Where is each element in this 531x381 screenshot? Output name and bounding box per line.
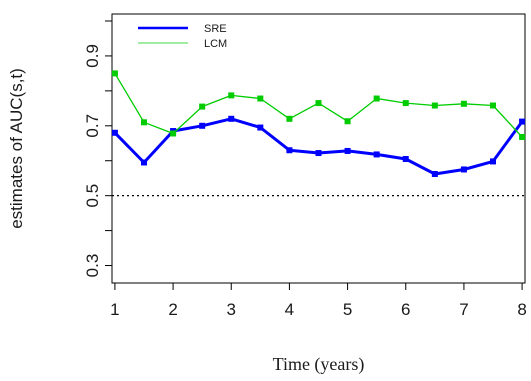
data-point-lcm: [257, 95, 264, 102]
y-tick-label: 0.7: [83, 114, 102, 138]
legend: SRE LCM: [138, 23, 227, 50]
data-point-lcm: [228, 92, 235, 99]
legend-label-sre: SRE: [204, 23, 227, 35]
data-point-lcm: [170, 130, 177, 137]
plot-frame: [111, 13, 526, 284]
data-point-lcm: [431, 102, 438, 109]
data-point-sre: [344, 147, 351, 154]
series-group: [111, 70, 526, 178]
x-tick-label: 5: [343, 300, 352, 319]
x-tick-label: 1: [110, 300, 119, 319]
data-point-lcm: [199, 103, 206, 110]
data-point-sre: [373, 151, 380, 158]
x-tick-label: 8: [517, 300, 526, 319]
data-point-sre: [199, 122, 206, 129]
data-point-sre: [140, 159, 147, 166]
x-tick-label: 7: [459, 300, 468, 319]
data-point-sre: [111, 129, 118, 136]
data-point-sre: [228, 115, 235, 122]
y-axis-label: estimates of AUC(s,t): [7, 68, 26, 229]
y-tick-label: 0.5: [83, 184, 102, 208]
data-point-sre: [402, 155, 409, 162]
data-point-lcm: [460, 100, 467, 107]
data-point-sre: [431, 171, 438, 178]
y-tick-label: 0.9: [83, 44, 102, 68]
x-axis-label: Time (years): [273, 354, 365, 375]
data-point-lcm: [519, 133, 526, 140]
data-point-sre: [490, 158, 497, 165]
data-point-sre: [315, 150, 322, 157]
legend-label-lcm: LCM: [204, 38, 227, 50]
data-point-lcm: [490, 102, 497, 109]
series-line-sre: [113, 117, 524, 176]
x-tick-label: 4: [285, 300, 294, 319]
data-point-sre: [519, 118, 526, 125]
axes: 1 2 3 4 5 6 7 8 0.3 0.5 0.7 0.9: [83, 13, 527, 319]
data-point-lcm: [402, 100, 409, 107]
data-point-lcm: [140, 119, 147, 126]
data-point-lcm: [315, 100, 322, 107]
data-point-sre: [286, 147, 293, 154]
data-point-sre: [257, 124, 264, 131]
data-point-lcm: [111, 70, 118, 77]
data-point-sre: [460, 166, 467, 173]
data-point-lcm: [344, 118, 351, 125]
data-point-lcm: [373, 95, 380, 102]
y-tick-label: 0.3: [83, 254, 102, 278]
data-point-lcm: [286, 115, 293, 122]
x-tick-label: 2: [168, 300, 177, 319]
x-tick-label: 3: [227, 300, 236, 319]
x-tick-label: 6: [401, 300, 410, 319]
